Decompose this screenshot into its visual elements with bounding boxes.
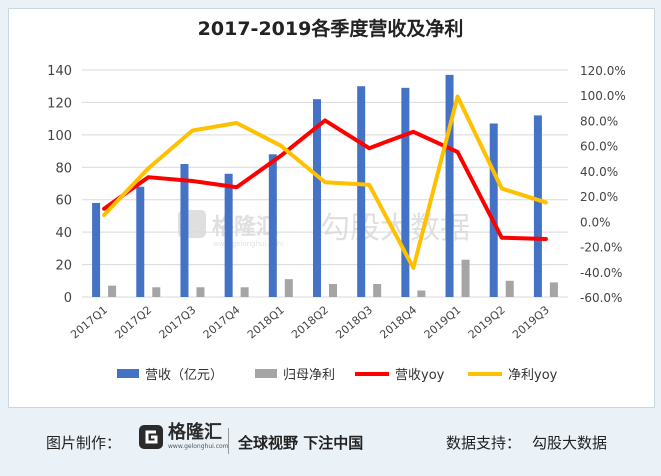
category-label: 2017Q1 — [68, 303, 110, 341]
left-tick-label: 120 — [47, 96, 72, 111]
legend-label: 营收（亿元） — [145, 368, 223, 383]
watermark-logo-sub: www.gelonghui.com — [213, 240, 284, 248]
footer-made-label: 图片制作： — [46, 434, 122, 452]
category-label: 2017Q3 — [157, 303, 199, 341]
category-label: 2019Q1 — [422, 303, 464, 341]
left-tick-label: 0 — [64, 291, 72, 306]
legend-label: 净利yoy — [508, 368, 558, 383]
right-tick-label: 60.0% — [580, 140, 618, 154]
revenue-bar — [313, 99, 321, 297]
watermark-text: 勾股大数据 — [320, 211, 470, 246]
footer-logo: 格隆汇 www.gelonghui.com — [138, 424, 229, 450]
left-tick-label: 100 — [47, 129, 72, 144]
right-tick-label: -20.0% — [580, 241, 622, 255]
gridlines — [82, 69, 568, 298]
legend: 营收（亿元） 归母净利 营收yoy 净利yoy — [117, 368, 558, 383]
revenue-bar — [224, 173, 233, 297]
gelonghui-logo-icon — [139, 425, 163, 449]
right-tick-label: 120.0% — [580, 64, 626, 78]
revenue-bar — [533, 115, 542, 298]
net-profit-bar — [373, 284, 382, 297]
net-profit-bar — [240, 287, 249, 297]
legend-swatch — [117, 369, 139, 378]
net-profit-bar — [549, 282, 558, 297]
right-tick-label: 0.0% — [580, 215, 611, 229]
watermark: 格隆汇 www.gelonghui.com 勾股大数据 — [178, 210, 470, 248]
left-axis-ticks: 0 20 40 60 80 100 120 140 — [47, 64, 72, 306]
right-tick-label: 80.0% — [580, 114, 618, 128]
category-label: 2018Q2 — [289, 303, 331, 341]
revenue-bar — [92, 202, 101, 297]
revenue-bar — [489, 123, 498, 297]
left-tick-label: 60 — [55, 194, 72, 209]
revenue-bar — [357, 86, 366, 297]
bar-series — [92, 74, 558, 298]
revenue-bar — [401, 87, 410, 297]
category-label: 2019Q3 — [510, 303, 552, 341]
legend-swatch — [255, 369, 277, 378]
revenue-bar — [180, 164, 189, 297]
footer-divider — [228, 428, 229, 454]
net-profit-bar — [417, 290, 426, 297]
footer-support-name: 勾股大数据 — [532, 434, 608, 452]
right-axis-ticks: -60.0% -40.0% -20.0% 0.0% 20.0% 40.0% 60.0% 80.… — [580, 64, 626, 305]
revenue-bar — [445, 74, 454, 297]
category-axis-labels: 2017Q1 2017Q2 2017Q3 2017Q4 2018Q1 2018Q2 2018… — [68, 303, 552, 341]
category-label: 2018Q1 — [245, 303, 287, 341]
legend-label: 营收yoy — [395, 368, 445, 383]
line-series — [102, 94, 548, 270]
footer-logo-name: 格隆汇 — [168, 422, 222, 443]
net-profit-bar — [329, 284, 337, 297]
legend-item: 净利yoy — [468, 368, 558, 383]
footer-slogan: 全球视野 下注中国 — [238, 434, 364, 452]
chart-card — [8, 8, 655, 408]
legend-item: 营收（亿元） — [117, 368, 223, 383]
category-label: 2019Q2 — [466, 303, 508, 341]
revenue-bar — [136, 186, 145, 297]
category-label: 2017Q2 — [112, 303, 154, 341]
left-tick-label: 80 — [55, 161, 72, 176]
net-profit-bar — [461, 259, 470, 297]
legend-label: 归母净利 — [283, 368, 335, 383]
right-tick-label: -60.0% — [580, 291, 622, 305]
footer-support-label: 数据支持： — [446, 434, 522, 452]
right-tick-label: -40.0% — [580, 266, 622, 280]
revenue-yoy-line — [102, 118, 548, 241]
net-profit-bar — [284, 279, 293, 297]
net-profit-bar — [108, 285, 117, 297]
net-profit-bar — [505, 280, 514, 297]
right-tick-label: 20.0% — [580, 190, 618, 204]
left-tick-label: 40 — [55, 226, 72, 241]
net-profit-bar — [152, 287, 161, 297]
profit-yoy-line — [102, 94, 548, 270]
footer: 图片制作： 格隆汇 www.gelonghui.com 全球视野 下注中国 数据… — [0, 410, 661, 476]
category-label: 2018Q3 — [333, 303, 375, 341]
left-tick-label: 140 — [47, 64, 72, 79]
revenue-bar — [268, 154, 277, 297]
left-tick-label: 20 — [55, 259, 72, 274]
category-label: 2017Q4 — [201, 303, 243, 341]
right-tick-label: 100.0% — [580, 89, 626, 103]
right-tick-label: 40.0% — [580, 165, 618, 179]
chart-title: 2017-2019各季度营收及净利 — [197, 18, 464, 40]
watermark-logo-name: 格隆汇 — [212, 214, 278, 240]
legend-item: 归母净利 — [255, 368, 335, 383]
net-profit-bar — [196, 287, 205, 297]
footer-logo-sub: www.gelonghui.com — [168, 443, 229, 450]
legend-item: 营收yoy — [355, 368, 445, 383]
category-label: 2018Q4 — [377, 303, 419, 341]
